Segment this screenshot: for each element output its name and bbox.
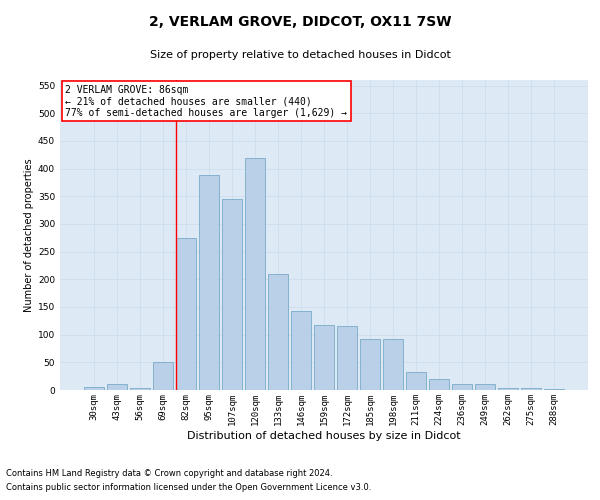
Bar: [314, 325, 334, 390]
Bar: [430, 380, 449, 390]
Bar: [268, 274, 288, 390]
Bar: [84, 387, 104, 390]
Bar: [406, 372, 426, 390]
Bar: [199, 175, 218, 390]
Bar: [383, 339, 403, 390]
Bar: [475, 384, 495, 390]
Text: 2 VERLAM GROVE: 86sqm
← 21% of detached houses are smaller (440)
77% of semi-det: 2 VERLAM GROVE: 86sqm ← 21% of detached …: [65, 84, 347, 118]
Y-axis label: Number of detached properties: Number of detached properties: [24, 158, 34, 312]
X-axis label: Distribution of detached houses by size in Didcot: Distribution of detached houses by size …: [187, 430, 461, 440]
Bar: [176, 238, 196, 390]
Bar: [360, 339, 380, 390]
Text: Contains public sector information licensed under the Open Government Licence v3: Contains public sector information licen…: [6, 484, 371, 492]
Bar: [452, 384, 472, 390]
Bar: [521, 388, 541, 390]
Text: Contains HM Land Registry data © Crown copyright and database right 2024.: Contains HM Land Registry data © Crown c…: [6, 468, 332, 477]
Bar: [222, 199, 242, 390]
Bar: [130, 388, 149, 390]
Bar: [153, 362, 173, 390]
Bar: [291, 311, 311, 390]
Bar: [245, 158, 265, 390]
Bar: [337, 326, 357, 390]
Bar: [499, 388, 518, 390]
Bar: [107, 384, 127, 390]
Text: 2, VERLAM GROVE, DIDCOT, OX11 7SW: 2, VERLAM GROVE, DIDCOT, OX11 7SW: [149, 15, 451, 29]
Bar: [544, 389, 564, 390]
Text: Size of property relative to detached houses in Didcot: Size of property relative to detached ho…: [149, 50, 451, 60]
